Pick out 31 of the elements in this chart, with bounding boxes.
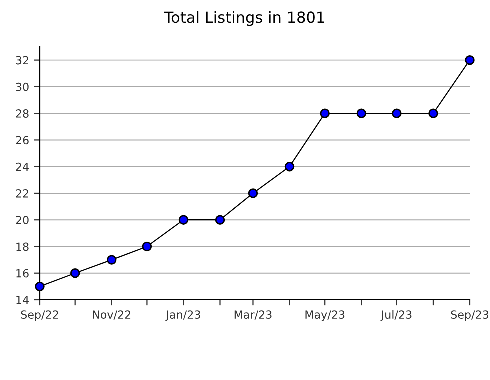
x-tick-label: Nov/22 xyxy=(93,310,131,320)
point xyxy=(107,255,117,265)
y-tick-label: 30 xyxy=(16,82,29,92)
y-tick-label: 28 xyxy=(16,110,29,118)
y-tick-label: 14 xyxy=(16,296,29,304)
x-tick-label: Mar/23 xyxy=(234,310,272,320)
y-tick-label: 18 xyxy=(16,242,29,252)
y-tick-label: 26 xyxy=(16,136,29,145)
y-tick-label: 20 xyxy=(16,216,29,224)
y-tick-label: 22 xyxy=(16,189,28,198)
point xyxy=(215,215,226,225)
x-tick-label: May/23 xyxy=(306,310,345,322)
y-tick-label: 24 xyxy=(16,162,29,172)
point xyxy=(428,108,438,118)
x-tick-label: Jul/23 xyxy=(380,310,412,322)
point xyxy=(70,268,80,278)
point xyxy=(356,108,366,118)
x-tick-label: Sep/23 xyxy=(451,310,489,322)
point xyxy=(248,188,258,198)
point xyxy=(35,282,45,292)
point xyxy=(142,242,152,252)
point xyxy=(465,55,475,66)
chart-title: Total Listings in 1801 xyxy=(164,11,324,26)
y-tick-label: 16 xyxy=(16,269,29,278)
point xyxy=(284,162,295,172)
x-tick-label: Sep/22 xyxy=(21,310,58,322)
point xyxy=(178,215,189,225)
point xyxy=(320,108,330,118)
y-tick-label: 32 xyxy=(16,56,28,65)
x-tick-label: Jan/23 xyxy=(166,310,200,322)
point xyxy=(392,108,402,118)
